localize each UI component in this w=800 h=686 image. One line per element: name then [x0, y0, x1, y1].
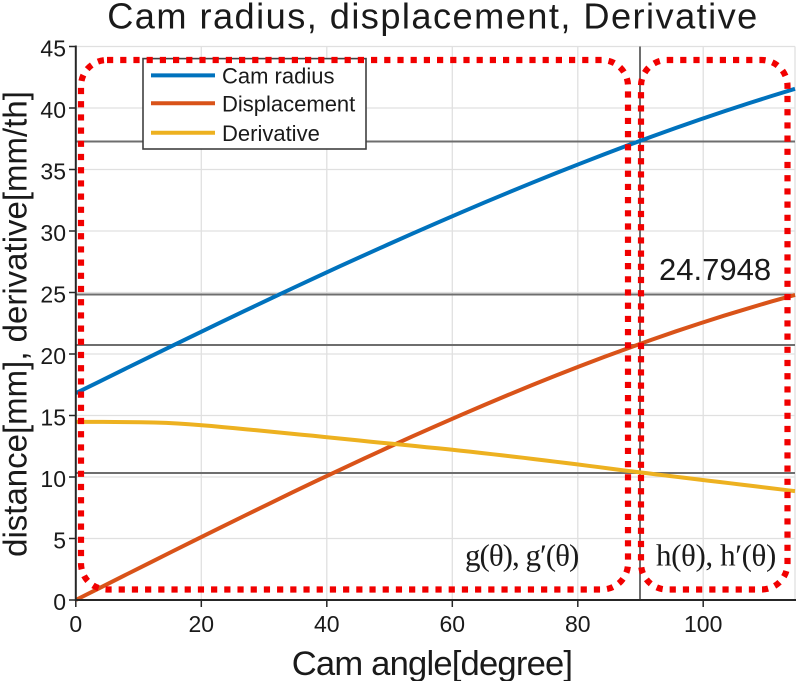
svg-text:0: 0	[69, 611, 82, 637]
svg-text:45: 45	[40, 35, 66, 61]
svg-text:30: 30	[40, 220, 66, 246]
svg-text:100: 100	[684, 611, 722, 637]
svg-text:Cam radius: Cam radius	[222, 64, 334, 89]
svg-text:20: 20	[40, 343, 66, 369]
svg-text:h(θ), h′(θ): h(θ), h′(θ)	[656, 538, 776, 573]
svg-text:distance[mm], derivative[mm/th: distance[mm], derivative[mm/th]	[0, 91, 34, 557]
svg-text:Displacement: Displacement	[222, 92, 355, 117]
svg-text:40: 40	[40, 97, 66, 123]
svg-text:15: 15	[40, 404, 66, 430]
svg-text:10: 10	[40, 466, 66, 492]
svg-text:60: 60	[440, 611, 466, 637]
svg-text:5: 5	[53, 527, 66, 553]
svg-text:Cam angle[degree]: Cam angle[degree]	[292, 645, 573, 681]
svg-text:0: 0	[53, 589, 66, 615]
svg-text:25: 25	[40, 281, 66, 307]
svg-text:35: 35	[40, 158, 66, 184]
svg-text:80: 80	[565, 611, 591, 637]
svg-text:Cam radius, displacement, Deri: Cam radius, displacement, Derivative	[107, 0, 759, 37]
svg-text:Derivative: Derivative	[222, 121, 320, 146]
svg-text:20: 20	[189, 611, 215, 637]
svg-text:24.7948: 24.7948	[659, 252, 771, 287]
svg-text:40: 40	[314, 611, 340, 637]
svg-text:g(θ), g′(θ): g(θ), g′(θ)	[465, 538, 578, 573]
